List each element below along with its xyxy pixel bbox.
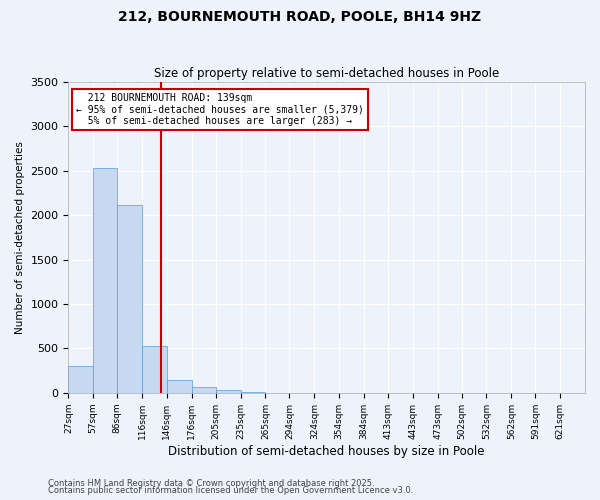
Bar bbox=[192, 386, 216, 393]
X-axis label: Distribution of semi-detached houses by size in Poole: Distribution of semi-detached houses by … bbox=[169, 444, 485, 458]
Text: Contains HM Land Registry data © Crown copyright and database right 2025.: Contains HM Land Registry data © Crown c… bbox=[48, 478, 374, 488]
Bar bbox=[216, 390, 241, 393]
Text: Contains public sector information licensed under the Open Government Licence v3: Contains public sector information licen… bbox=[48, 486, 413, 495]
Bar bbox=[93, 168, 117, 393]
Bar bbox=[142, 346, 167, 393]
Bar bbox=[117, 204, 142, 393]
Text: 212 BOURNEMOUTH ROAD: 139sqm
← 95% of semi-detached houses are smaller (5,379)
 : 212 BOURNEMOUTH ROAD: 139sqm ← 95% of se… bbox=[76, 93, 364, 126]
Title: Size of property relative to semi-detached houses in Poole: Size of property relative to semi-detach… bbox=[154, 66, 499, 80]
Bar bbox=[241, 392, 265, 393]
Text: 212, BOURNEMOUTH ROAD, POOLE, BH14 9HZ: 212, BOURNEMOUTH ROAD, POOLE, BH14 9HZ bbox=[118, 10, 482, 24]
Y-axis label: Number of semi-detached properties: Number of semi-detached properties bbox=[15, 141, 25, 334]
Bar bbox=[167, 380, 192, 393]
Bar bbox=[68, 366, 93, 393]
